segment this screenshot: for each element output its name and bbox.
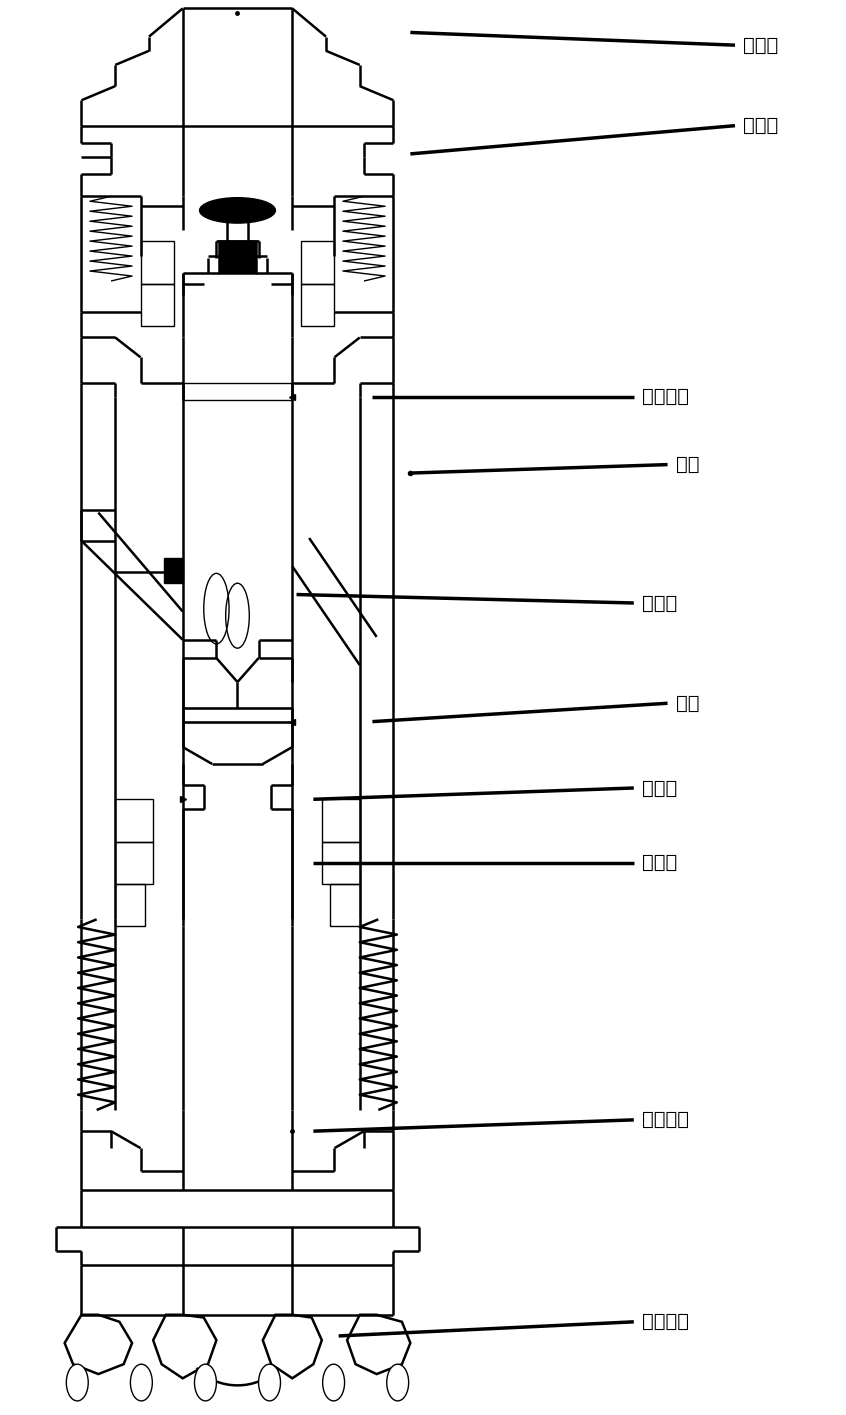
Circle shape <box>66 1364 88 1401</box>
Text: 节流塞: 节流塞 <box>642 778 678 798</box>
Text: 上接头: 上接头 <box>744 35 778 55</box>
Text: 塞座: 塞座 <box>676 456 700 474</box>
Bar <box>140 242 174 284</box>
Bar <box>140 284 174 327</box>
Text: 配气尾管: 配气尾管 <box>642 388 689 406</box>
Bar <box>321 799 360 842</box>
Bar <box>164 558 183 583</box>
Bar <box>115 799 153 842</box>
Text: 排气眼: 排气眼 <box>642 593 678 613</box>
Bar <box>183 708 293 722</box>
Bar <box>219 242 256 273</box>
Polygon shape <box>347 1315 410 1374</box>
Bar <box>300 242 334 284</box>
Text: 冲击钒头: 冲击钒头 <box>642 1312 689 1332</box>
Polygon shape <box>64 1315 132 1374</box>
Ellipse shape <box>200 198 276 224</box>
Bar <box>321 842 360 884</box>
Polygon shape <box>263 1315 321 1378</box>
Text: 活塞: 活塞 <box>676 693 700 713</box>
Circle shape <box>195 1364 217 1401</box>
Bar <box>330 884 360 927</box>
Circle shape <box>387 1364 409 1401</box>
Bar <box>115 884 145 927</box>
Text: 保持环: 保持环 <box>642 853 678 872</box>
Circle shape <box>322 1364 344 1401</box>
Circle shape <box>259 1364 281 1401</box>
Circle shape <box>130 1364 152 1401</box>
Text: 逆止塞: 逆止塞 <box>744 116 778 136</box>
Bar <box>115 842 153 884</box>
Polygon shape <box>153 1315 217 1378</box>
Bar <box>300 284 334 327</box>
Text: 花键接头: 花键接头 <box>642 1111 689 1129</box>
Bar <box>183 382 293 399</box>
